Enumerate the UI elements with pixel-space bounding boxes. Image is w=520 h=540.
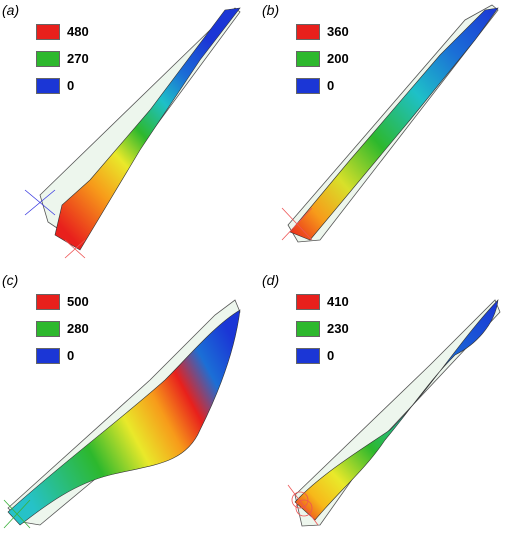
legend-value: 270 [67,51,89,66]
panel-label: (b) [262,2,280,18]
legend-swatch-green [36,321,60,337]
legend-value: 500 [67,294,89,309]
blade-deformation-plot [3,299,241,529]
support-marker [295,499,313,517]
panel-d: (d) 410 230 0 [260,270,520,540]
blade-deformation-plot [281,4,499,243]
panel-label: (d) [262,272,280,288]
blade-deformation-plot [287,299,501,527]
legend-value: 280 [67,321,89,336]
deformed-contour [294,299,499,521]
legend-value: 410 [327,294,349,309]
legend-value: 480 [67,24,89,39]
legend-swatch-blue [296,78,320,94]
legend-swatch-red [296,294,320,310]
legend-swatch-red [36,24,60,40]
deformed-contour [7,309,241,526]
deformed-contour [54,7,241,251]
support-marker [3,499,31,529]
deformed-contour [289,7,499,241]
legend-swatch-green [296,51,320,67]
legend-swatch-green [296,321,320,337]
legend-swatch-red [36,294,60,310]
legend-value: 0 [327,78,335,93]
panel-b: (b) 360 200 0 [260,0,520,270]
legend-value: 0 [67,348,75,363]
blade-deformation-plot [24,7,241,259]
panel-a: (a) 480 270 0 [0,0,260,270]
legend-swatch-blue [36,348,60,364]
legend-value: 230 [327,321,349,336]
legend-value: 200 [327,51,349,66]
legend-swatch-blue [36,78,60,94]
legend-value: 0 [67,78,75,93]
legend-value: 360 [327,24,349,39]
load-marker [64,239,86,259]
support-marker [291,491,309,509]
panel-label: (c) [2,272,19,288]
support-marker [287,484,319,526]
support-marker [24,189,56,216]
panel-c: (c) 500 280 0 [0,270,260,540]
legend-swatch-blue [296,348,320,364]
legend-swatch-red [296,24,320,40]
legend-value: 0 [327,348,335,363]
support-marker [281,207,313,241]
panel-label: (a) [2,2,20,18]
legend-swatch-green [36,51,60,67]
